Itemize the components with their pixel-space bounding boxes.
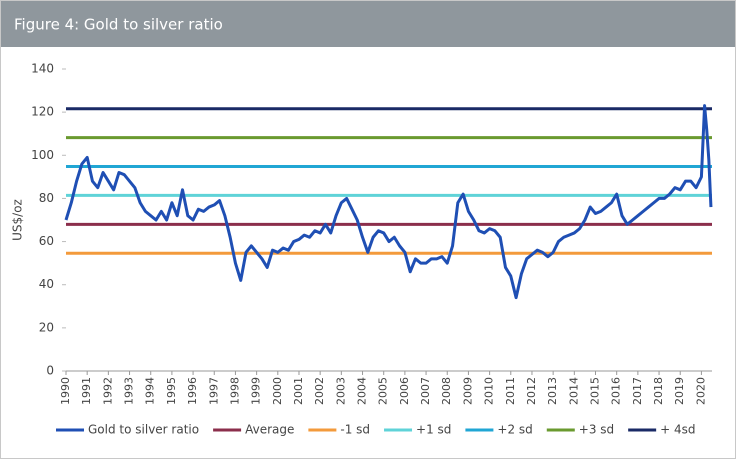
y-tick-label: 140 [31,62,54,76]
y-tick-label: 100 [31,148,54,162]
x-tick-label: 2015 [589,377,602,405]
y-tick-label: 40 [39,277,54,291]
legend-label: Gold to silver ratio [88,423,199,437]
legend-label: Average [245,423,294,437]
x-tick-label: 2019 [673,377,686,405]
legend-label: + 4sd [660,423,695,437]
x-tick-label: 2005 [377,377,390,405]
x-tick-label: 2003 [334,377,347,405]
x-tick-label: 2014 [567,377,580,405]
x-tick-label: 2011 [504,377,517,405]
x-tick-label: 2004 [356,377,369,405]
x-tick-label: 2016 [610,377,623,405]
x-tick-label: 2000 [271,377,284,405]
x-tick-label: 2002 [313,377,326,405]
y-tick-label: 0 [46,364,54,378]
x-tick-label: 1998 [228,377,241,405]
x-tick-label: 1991 [80,377,93,405]
legend-label: -1 sd [340,423,370,437]
legend-label: +1 sd [416,423,451,437]
x-tick-label: 2017 [631,377,644,405]
legend-label: +2 sd [497,423,532,437]
x-tick-label: 1993 [123,377,136,405]
y-tick-label: 60 [39,234,54,248]
x-tick-label: 1994 [144,377,157,405]
x-tick-label: 2013 [546,377,559,405]
x-tick-label: 2001 [292,377,305,405]
x-tick-label: 2018 [652,377,665,405]
y-tick-label: 80 [39,191,54,205]
x-tick-label: 2008 [440,377,453,405]
x-tick-label: 1997 [207,377,220,405]
x-tick-label: 2006 [398,377,411,405]
x-tick-label: 1999 [250,377,263,405]
x-tick-label: 2012 [525,377,538,405]
title-bar [1,1,735,47]
y-tick-label: 20 [39,320,54,334]
data-line [64,104,713,300]
legend-label: +3 sd [579,423,614,437]
y-tick-label: 120 [31,105,54,119]
x-tick-label: 2010 [483,377,496,405]
x-tick-label: 1996 [186,377,199,405]
x-tick-label: 2020 [694,377,707,405]
x-tick-label: 1992 [101,377,114,405]
x-tick-label: 1995 [165,377,178,405]
x-tick-label: 2007 [419,377,432,405]
chart-title: Figure 4: Gold to silver ratio [14,16,223,34]
y-axis-label: US$/oz [11,199,25,241]
x-tick-label: 1990 [59,377,72,405]
x-tick-label: 2009 [461,377,474,405]
